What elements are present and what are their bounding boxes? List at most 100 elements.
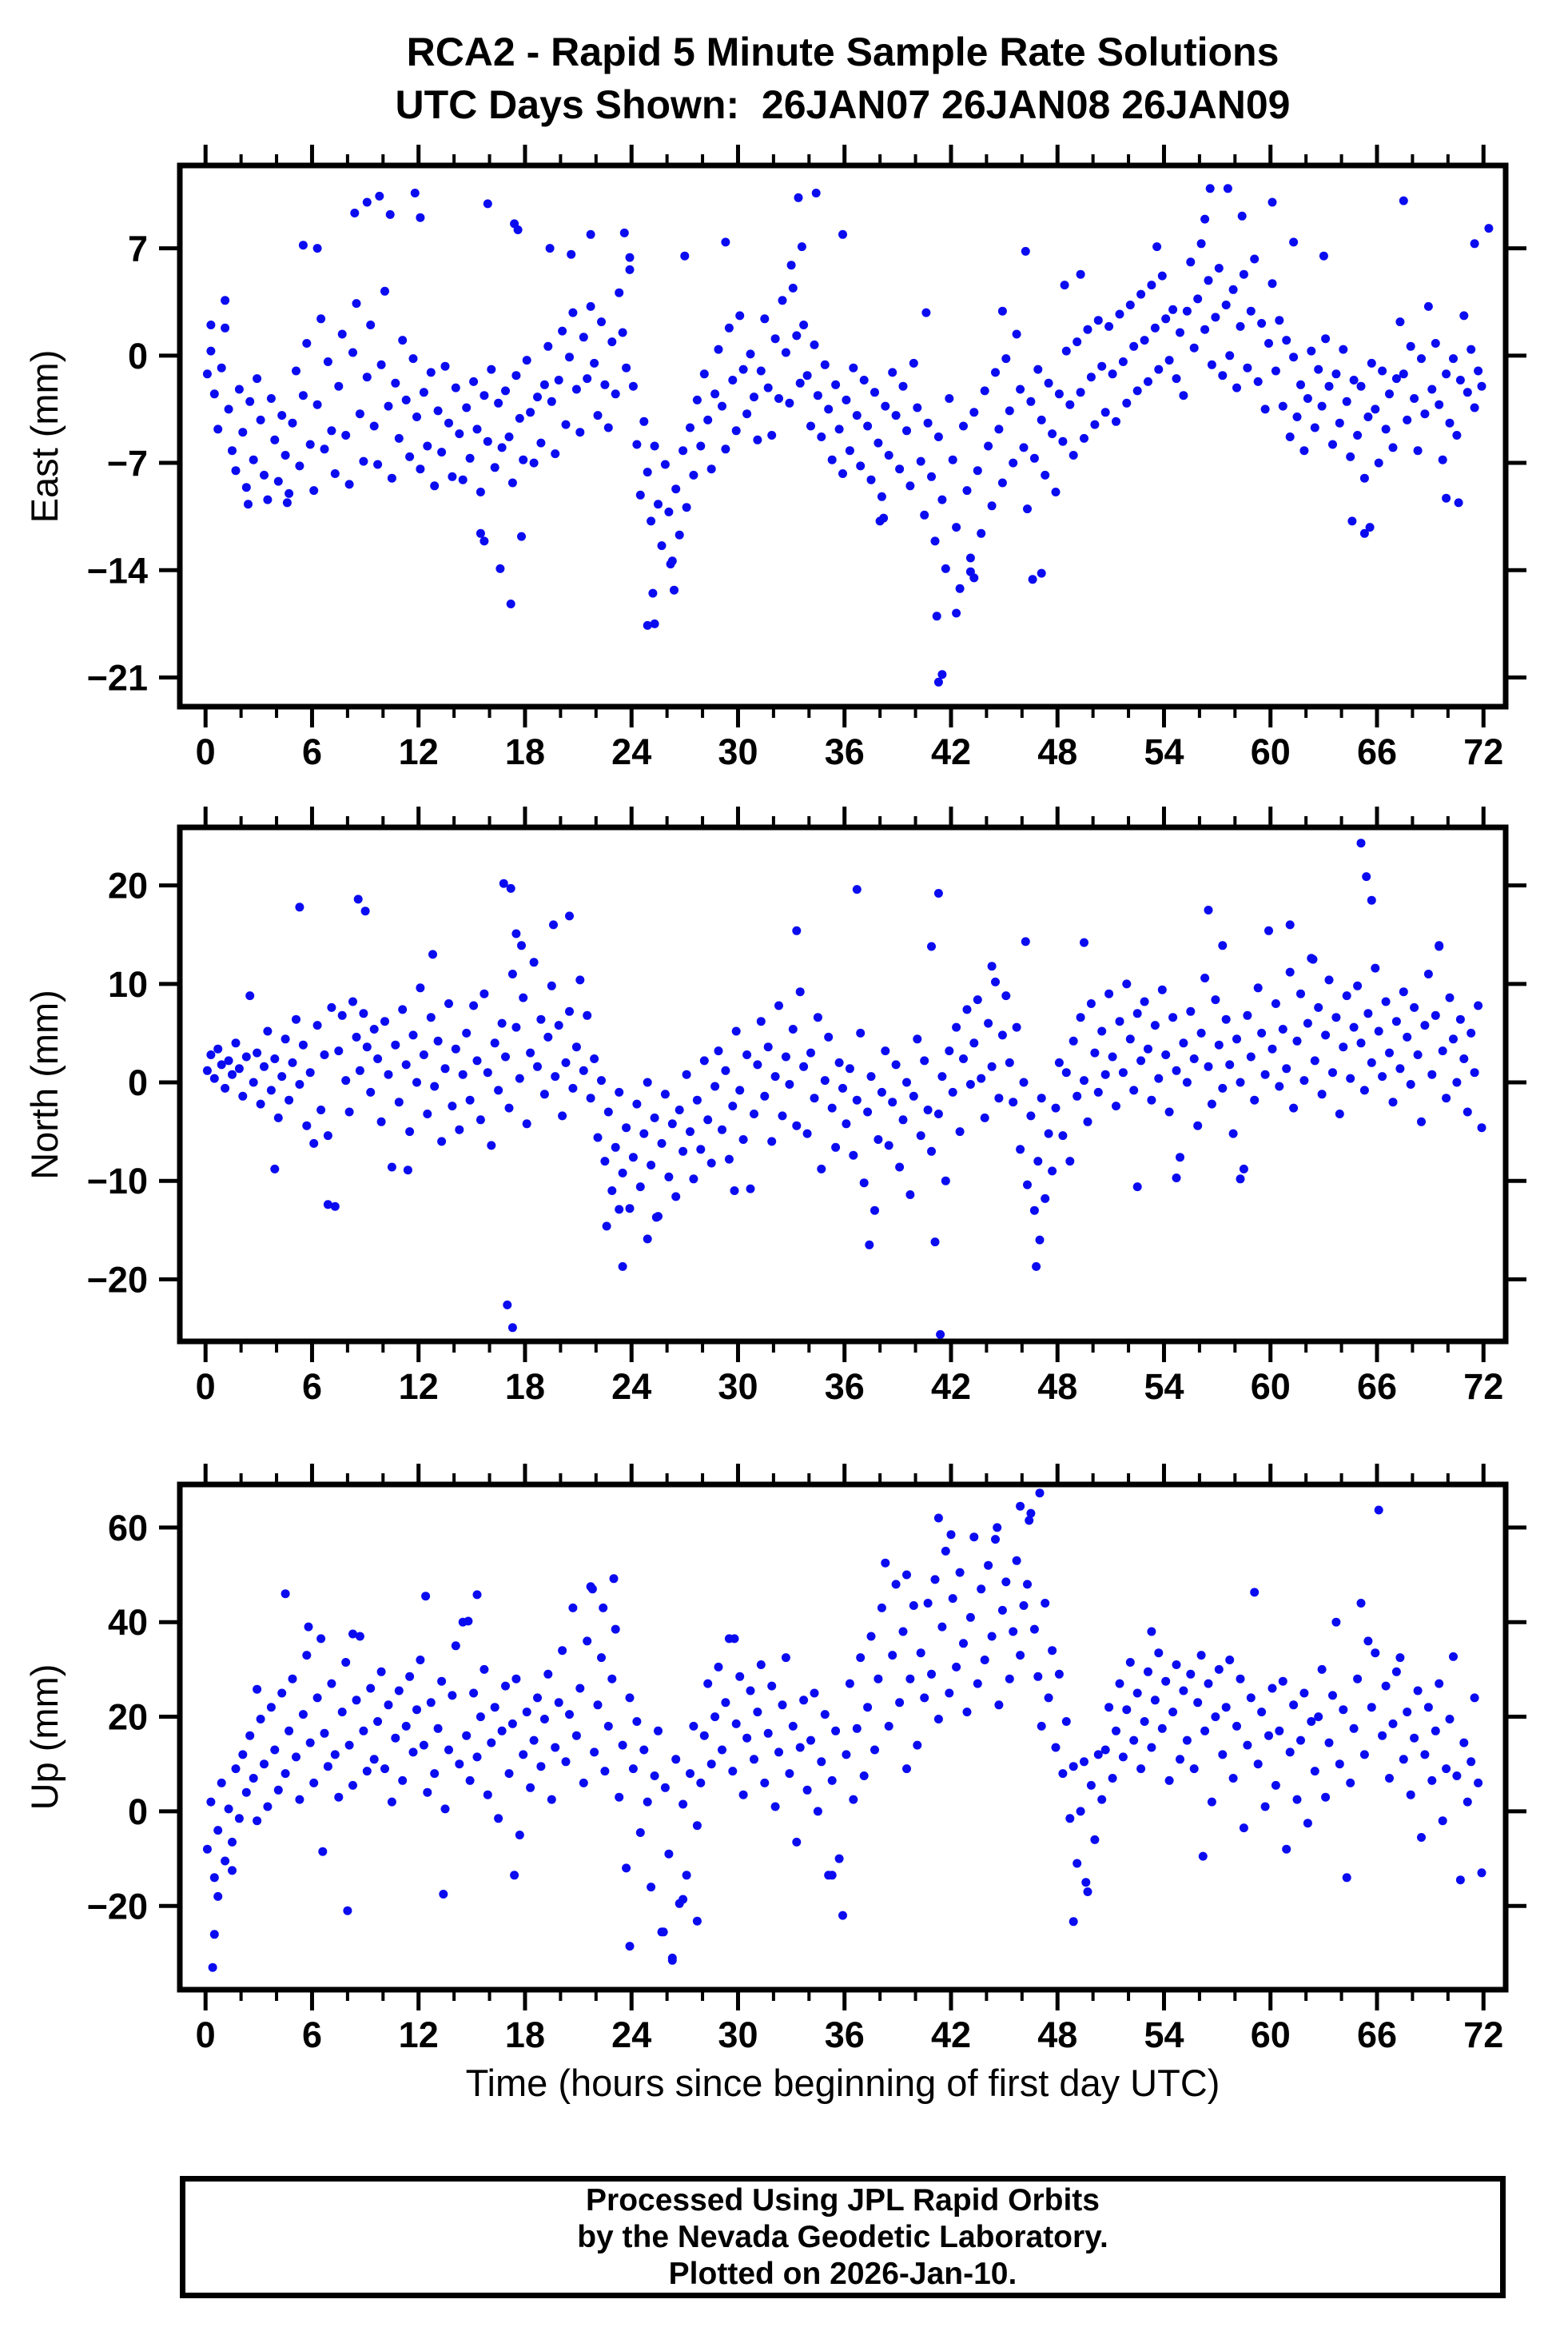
data-point <box>1093 316 1103 325</box>
data-point <box>813 1807 822 1816</box>
data-point <box>359 1009 368 1018</box>
data-point <box>426 1698 436 1707</box>
data-point <box>517 941 526 950</box>
data-point <box>213 1891 223 1901</box>
data-point <box>948 1594 957 1604</box>
data-point <box>483 199 492 209</box>
x-tick-label: 48 <box>1037 731 1077 772</box>
data-point <box>856 1653 866 1663</box>
data-point <box>898 381 908 391</box>
data-point <box>664 1172 674 1181</box>
data-point <box>1090 1048 1100 1058</box>
data-point <box>448 1691 457 1700</box>
data-point <box>920 1056 929 1066</box>
data-point <box>1147 1627 1156 1636</box>
data-point <box>1118 1068 1128 1078</box>
data-point <box>1172 1660 1181 1669</box>
data-point <box>1363 1636 1373 1646</box>
data-point <box>405 452 415 461</box>
data-point <box>632 1099 642 1109</box>
data-point <box>625 1693 635 1703</box>
data-point <box>799 1062 809 1071</box>
data-point <box>1275 1082 1284 1091</box>
data-point <box>802 371 812 381</box>
data-point <box>1086 999 1096 1008</box>
data-point <box>657 1138 667 1148</box>
data-point <box>1054 1058 1064 1067</box>
data-point <box>675 1106 684 1114</box>
data-point <box>302 1121 312 1130</box>
data-point <box>568 308 578 317</box>
x-tick-label: 42 <box>931 2014 971 2055</box>
data-point <box>1328 1691 1337 1700</box>
data-point <box>213 424 223 434</box>
data-point <box>1207 1099 1216 1109</box>
data-point <box>1399 1755 1408 1764</box>
data-point <box>437 448 447 457</box>
data-point <box>920 1693 929 1703</box>
data-point <box>568 1603 578 1612</box>
data-point <box>703 1115 713 1125</box>
data-point <box>811 189 821 197</box>
data-point <box>909 1601 918 1610</box>
data-point <box>1296 380 1305 389</box>
data-point <box>706 1158 716 1168</box>
data-point <box>866 1072 876 1082</box>
data-point <box>1196 1028 1206 1038</box>
data-point <box>781 348 790 357</box>
data-point <box>1214 1040 1224 1050</box>
data-point <box>600 380 610 389</box>
data-point <box>1058 436 1068 446</box>
data-point <box>1140 336 1149 345</box>
data-point <box>920 510 929 520</box>
data-point <box>1385 1774 1394 1783</box>
data-point <box>497 1726 507 1735</box>
data-point <box>366 1087 376 1097</box>
data-point <box>1463 1797 1472 1807</box>
data-point <box>767 1681 777 1691</box>
data-point <box>1423 970 1433 978</box>
data-point <box>930 1237 940 1247</box>
data-point <box>1467 345 1476 354</box>
data-point <box>366 321 376 329</box>
data-point <box>1200 325 1210 334</box>
data-point <box>933 432 943 441</box>
data-point <box>1356 839 1366 848</box>
data-point <box>1132 1009 1142 1018</box>
data-point <box>984 1018 993 1028</box>
data-point <box>824 404 834 414</box>
data-point <box>1044 378 1053 388</box>
x-tick-label: 18 <box>505 2014 545 2055</box>
x-tick-label: 12 <box>399 1366 439 1407</box>
data-point <box>444 1745 453 1755</box>
data-point <box>664 507 674 516</box>
data-point <box>1367 1058 1376 1067</box>
data-point <box>1205 184 1215 193</box>
data-point <box>753 1707 762 1717</box>
data-point <box>360 907 370 916</box>
data-point <box>551 449 560 459</box>
data-point <box>827 1103 837 1113</box>
data-point <box>703 1679 713 1688</box>
data-point <box>480 989 489 998</box>
data-point <box>1253 377 1263 386</box>
data-point <box>1214 264 1224 273</box>
data-point <box>244 500 253 509</box>
data-point <box>1406 341 1415 351</box>
data-point <box>387 473 396 483</box>
data-point <box>1150 1696 1160 1705</box>
data-point <box>305 1068 315 1078</box>
data-point <box>507 1719 517 1728</box>
data-point <box>511 371 521 381</box>
data-point <box>721 1698 730 1707</box>
data-point <box>799 321 809 329</box>
data-point <box>1161 1050 1171 1059</box>
data-point <box>959 421 968 431</box>
data-point <box>526 1783 535 1792</box>
data-point <box>504 432 514 441</box>
data-point <box>1176 1755 1184 1764</box>
data-point <box>298 391 308 400</box>
data-point <box>410 189 420 197</box>
scatter-points-north <box>202 839 1486 1339</box>
data-point <box>228 446 237 456</box>
